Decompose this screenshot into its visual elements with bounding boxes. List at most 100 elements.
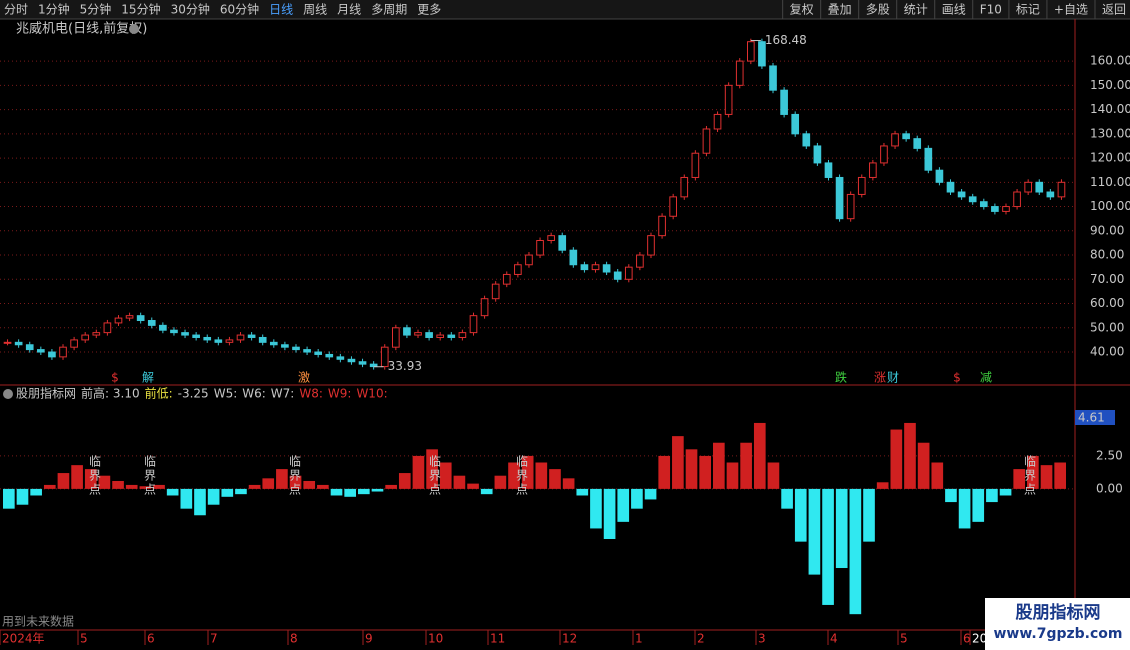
candle: [702, 128, 711, 154]
candle: [14, 341, 23, 346]
indicator-bar: [644, 488, 657, 500]
indicator-bar: [849, 488, 862, 615]
indicator-bar: [549, 469, 561, 489]
toolbar-item[interactable]: 30分钟: [171, 2, 210, 17]
candle: [37, 349, 45, 353]
indicator-bar: [781, 488, 793, 509]
indicator-bar: [603, 488, 616, 540]
toolbar-item[interactable]: 日线: [269, 3, 293, 17]
watermark-url: www.7gpzb.com: [993, 626, 1122, 642]
indicator-bar: [235, 488, 247, 495]
indicator-bar: [931, 462, 944, 489]
candle: [514, 264, 522, 275]
toolbar-item[interactable]: 返回: [1102, 3, 1126, 17]
candle: [436, 334, 445, 338]
toolbar-item[interactable]: 画线: [942, 3, 966, 17]
toolbar-item[interactable]: 5分钟: [80, 2, 112, 17]
candle: [70, 339, 78, 348]
indicator-bar: [371, 488, 384, 492]
zone-marker: 临: [289, 455, 301, 469]
indicator-bar: [1027, 455, 1039, 489]
candle: [258, 336, 267, 343]
indicator-bar: [426, 449, 438, 489]
candle: [624, 266, 633, 280]
indicator-bar: [999, 488, 1012, 496]
indicator-bar: [1013, 469, 1026, 489]
candle: [724, 84, 733, 115]
indicator-bar: [917, 442, 930, 489]
indicator-header: W5:: [214, 387, 238, 401]
candle: [669, 196, 677, 217]
high-label: 168.48: [765, 33, 807, 47]
indicator-bar: [16, 488, 29, 505]
toolbar-item[interactable]: 分时: [4, 3, 28, 17]
indicator-bar: [1040, 465, 1053, 489]
indicator-bar: [972, 488, 985, 522]
watermark-bg: [985, 598, 1130, 650]
toolbar-item[interactable]: 60分钟: [220, 2, 259, 17]
toolbar-item[interactable]: +自选: [1054, 3, 1088, 17]
candle: [358, 361, 367, 365]
toolbar-item[interactable]: 多周期: [371, 3, 407, 17]
indicator-bar: [330, 488, 343, 496]
toolbar-item[interactable]: 15分钟: [121, 2, 160, 17]
zone-marker: 临: [89, 455, 101, 469]
indicator-bar: [590, 488, 602, 529]
indicator-header: W10:: [356, 387, 387, 401]
candle: [48, 351, 56, 358]
toolbar-item[interactable]: 叠加: [828, 3, 852, 17]
toolbar-item[interactable]: 1分钟: [38, 2, 70, 17]
toolbar-item[interactable]: 周线: [303, 3, 327, 17]
x-tick-label: 5: [80, 632, 88, 646]
indicator-bar: [740, 442, 752, 489]
indicator-bar: [794, 488, 807, 542]
indicator-bar: [248, 484, 261, 489]
toolbar-item[interactable]: 月线: [337, 3, 361, 17]
panel-dropdown[interactable]: [3, 389, 13, 399]
indicator-header: 前低:: [145, 386, 173, 401]
candle: [225, 339, 234, 343]
zone-marker: 界: [1024, 469, 1036, 483]
candle: [1035, 181, 1044, 193]
candle: [380, 346, 389, 368]
toolbar-item[interactable]: 复权: [790, 3, 814, 17]
toolbar-item[interactable]: 更多: [417, 3, 441, 17]
candle: [1046, 191, 1055, 198]
indicator-bar: [576, 488, 589, 496]
indicator-bar: [166, 488, 179, 496]
y-tick-label: 110.00: [1090, 175, 1130, 189]
candle: [647, 235, 655, 256]
indicator-bar: [876, 482, 889, 489]
x-tick-label: 4: [830, 632, 838, 646]
toolbar-item[interactable]: 多股: [866, 3, 890, 17]
indicator-bar: [986, 488, 998, 503]
candle: [1024, 181, 1032, 193]
candle: [325, 353, 334, 358]
footer-note: 用到未来数据: [2, 614, 74, 629]
title-dropdown[interactable]: [129, 24, 139, 34]
indicator-bar: [84, 469, 97, 489]
candle: [946, 181, 955, 193]
y-tick-label: 140.00: [1090, 102, 1130, 116]
indicator-bar: [3, 488, 15, 509]
toolbar-item[interactable]: 标记: [1016, 3, 1040, 17]
candle: [525, 254, 533, 266]
candle: [214, 339, 223, 343]
zone-marker: 界: [429, 469, 441, 483]
candle: [281, 344, 289, 348]
toolbar-item[interactable]: F10: [980, 3, 1002, 17]
toolbar-item[interactable]: 统计: [904, 3, 928, 17]
indicator-bar: [385, 484, 397, 489]
indicator-header: W8:: [299, 387, 323, 401]
indicator-bar: [125, 484, 138, 489]
candle: [392, 327, 400, 348]
indicator-bar: [43, 484, 56, 489]
signal-label: 解: [142, 371, 154, 385]
indicator-bar: [713, 442, 725, 489]
indicator-bar: [508, 462, 520, 489]
signal-label: 涨: [874, 370, 886, 385]
zone-marker: 点: [89, 483, 101, 497]
y-tick-label: 130.00: [1090, 126, 1130, 140]
candle: [979, 201, 988, 208]
candle: [791, 113, 800, 135]
